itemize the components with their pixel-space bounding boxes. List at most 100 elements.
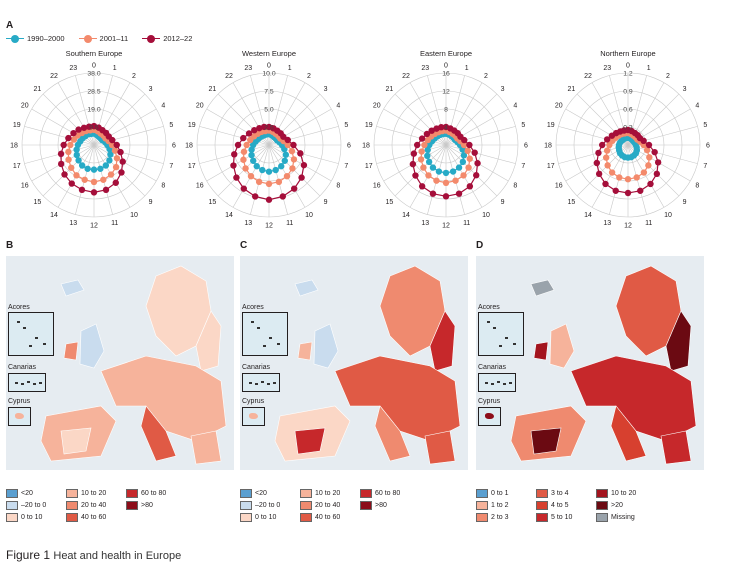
ring-label: 9.5 <box>89 125 99 132</box>
series-point <box>418 135 426 142</box>
series-point <box>414 141 421 149</box>
hour-tick-label: 8 <box>336 183 340 190</box>
hour-tick-label: 19 <box>13 122 21 129</box>
hour-tick-label: 11 <box>463 220 470 227</box>
series-point <box>471 149 478 156</box>
inset-box-canarias <box>478 373 516 392</box>
series-point <box>60 141 67 149</box>
hour-tick-label: 2 <box>307 73 311 80</box>
series-point <box>423 130 431 138</box>
map-legend-item <box>126 513 186 522</box>
series-point <box>647 180 654 188</box>
series-point <box>429 164 437 171</box>
island-shape <box>15 382 18 384</box>
legend-swatch <box>126 489 138 498</box>
series-point <box>112 163 120 171</box>
map-legend-item: >80 <box>126 501 186 510</box>
map-legend-item: 60 to 80 <box>126 489 186 498</box>
series-point <box>117 148 124 156</box>
hour-tick-label: 21 <box>568 86 576 93</box>
map-region <box>297 341 313 361</box>
series-point <box>57 150 65 158</box>
series-point <box>460 172 467 179</box>
map-region <box>533 341 549 361</box>
hour-tick-label: 22 <box>50 73 58 80</box>
hour-tick-label: 21 <box>386 86 394 93</box>
legend-swatch <box>360 501 372 510</box>
legend-swatch <box>66 489 78 498</box>
ring-label: 7.5 <box>264 89 274 96</box>
map-legend-item: 3 to 4 <box>536 489 596 498</box>
hour-tick-label: 23 <box>603 65 611 72</box>
series-point <box>90 189 98 196</box>
hour-tick-label: 10 <box>305 212 313 219</box>
map-region <box>190 430 222 465</box>
series-point <box>464 147 471 155</box>
map-legend-item: Missing <box>596 513 656 522</box>
legend-swatch-2001-11 <box>78 34 97 43</box>
series-point <box>288 147 296 155</box>
series-point <box>67 141 74 149</box>
series-point <box>68 180 75 187</box>
series-point <box>265 196 273 203</box>
map-region <box>610 405 647 462</box>
series-point <box>612 187 619 194</box>
series-point <box>275 178 283 186</box>
hour-tick-label: 5 <box>703 122 707 129</box>
series-point <box>70 136 78 143</box>
island-shape <box>17 321 20 323</box>
map-legend-item: 20 to 40 <box>300 501 360 510</box>
map-region <box>60 279 85 297</box>
hour-tick-label: 12 <box>90 223 98 230</box>
map-legend-item: 10 to 20 <box>596 489 656 498</box>
island-shape <box>509 382 512 384</box>
series-point <box>290 141 297 149</box>
island-shape <box>29 345 32 347</box>
series-point <box>107 171 115 178</box>
hour-tick-label: 17 <box>365 163 373 170</box>
series-point <box>75 126 82 133</box>
legend-label: 10 to 20 <box>315 490 341 497</box>
map-legend-c: <20 10 to 20 60 to 80 –20 to 0 20 to 40 >80 0 … <box>240 489 420 522</box>
legend-label: <20 <box>21 490 33 497</box>
series-point <box>256 124 263 132</box>
series-point <box>460 152 468 159</box>
radar-legend: 1990–2000 2001–11 2012–22 <box>6 34 192 43</box>
hour-tick-label: 13 <box>69 220 77 227</box>
series-point <box>283 172 291 180</box>
series-point <box>449 168 457 175</box>
series-point <box>425 172 432 179</box>
legend-swatch <box>536 489 548 498</box>
map-region <box>530 427 562 455</box>
ring-label: 2.5 <box>264 125 274 132</box>
series-point <box>452 177 459 184</box>
radar-title-northern: Northern Europe <box>600 49 656 58</box>
map-legend-item: >20 <box>596 501 656 510</box>
hour-tick-label: 10 <box>482 212 490 219</box>
legend-swatch <box>240 501 252 510</box>
hour-tick-label: 11 <box>111 220 118 227</box>
island-shape <box>269 337 272 339</box>
series-point <box>651 148 658 156</box>
hour-tick-label: 17 <box>13 163 21 170</box>
hour-tick-label: 22 <box>225 73 233 80</box>
series-point <box>465 164 472 171</box>
map-region <box>313 323 339 369</box>
hour-tick-label: 10 <box>664 212 672 219</box>
hour-tick-label: 0 <box>444 63 448 70</box>
legend-swatch <box>240 489 252 498</box>
series-point <box>90 166 98 173</box>
hour-tick-label: 5 <box>521 122 525 129</box>
series-point <box>461 136 468 144</box>
series-point <box>298 174 305 181</box>
series-point <box>75 157 82 164</box>
series-point <box>90 178 98 186</box>
series-point <box>602 154 610 161</box>
island-shape <box>497 381 500 383</box>
series-point <box>240 156 247 163</box>
hour-tick-label: 16 <box>373 183 381 190</box>
legend-label: 0 to 10 <box>255 514 277 521</box>
map-legend-item: 0 to 10 <box>6 513 66 522</box>
hour-tick-label: 15 <box>34 199 42 206</box>
hour-tick-label: 0 <box>92 63 96 70</box>
